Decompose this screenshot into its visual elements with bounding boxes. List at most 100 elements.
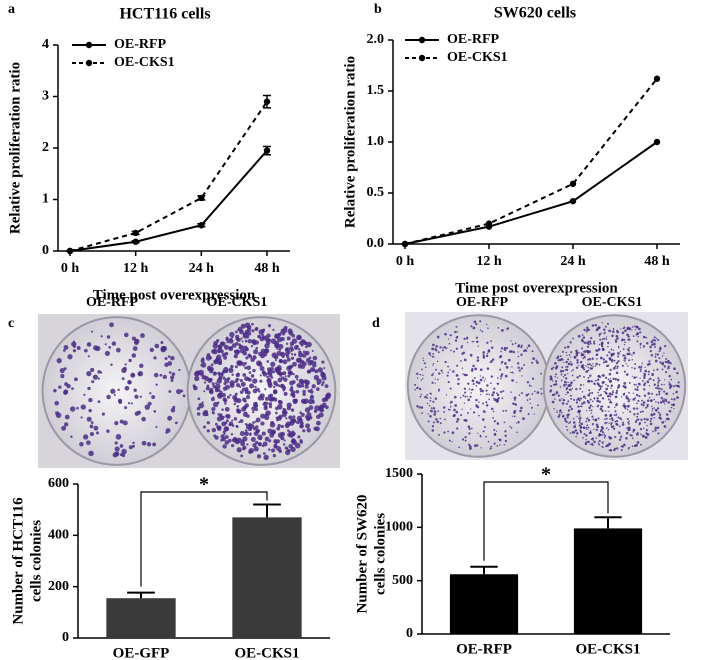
colony bbox=[282, 355, 285, 359]
colony bbox=[610, 355, 613, 358]
colony bbox=[270, 361, 276, 367]
colony bbox=[206, 353, 211, 358]
colony bbox=[612, 327, 615, 330]
colony bbox=[587, 393, 591, 397]
colony bbox=[659, 361, 662, 364]
colony bbox=[233, 417, 238, 421]
colony bbox=[500, 377, 502, 380]
colony bbox=[504, 430, 507, 433]
data-point bbox=[198, 194, 205, 202]
colony bbox=[422, 359, 425, 362]
colony bbox=[551, 400, 555, 404]
colony bbox=[416, 386, 419, 389]
colony bbox=[676, 371, 679, 375]
colony bbox=[276, 350, 282, 356]
colony bbox=[499, 390, 503, 394]
colony bbox=[647, 392, 651, 395]
colony bbox=[594, 379, 597, 382]
colony bbox=[581, 367, 584, 369]
colony bbox=[514, 342, 517, 345]
colony bbox=[575, 350, 578, 352]
colony bbox=[514, 403, 518, 406]
colony bbox=[668, 410, 670, 412]
colony bbox=[151, 395, 156, 400]
colony bbox=[553, 407, 555, 410]
colony bbox=[290, 353, 294, 356]
colony bbox=[617, 351, 620, 355]
colony bbox=[416, 372, 419, 376]
colony bbox=[589, 404, 592, 407]
colony bbox=[182, 394, 186, 398]
colony bbox=[601, 431, 605, 434]
colony bbox=[659, 401, 663, 404]
colony bbox=[288, 415, 293, 420]
colony bbox=[305, 357, 311, 363]
colony bbox=[557, 394, 561, 397]
colony bbox=[249, 383, 255, 389]
colony bbox=[599, 376, 602, 379]
colony bbox=[475, 398, 478, 402]
colony bbox=[592, 439, 594, 442]
colony bbox=[640, 403, 643, 406]
colony bbox=[231, 419, 234, 422]
y-tick-label: 1000 bbox=[385, 520, 413, 535]
colony bbox=[675, 390, 679, 394]
colony bbox=[136, 410, 142, 415]
colony bbox=[275, 416, 279, 420]
colony bbox=[432, 421, 435, 424]
colony bbox=[583, 376, 585, 378]
colony bbox=[606, 384, 609, 388]
colony bbox=[612, 349, 615, 351]
colony bbox=[236, 383, 241, 388]
colony bbox=[473, 376, 476, 379]
colony bbox=[655, 401, 657, 403]
colony bbox=[610, 348, 613, 351]
colony bbox=[614, 410, 617, 413]
colony bbox=[611, 330, 614, 333]
colony bbox=[431, 429, 435, 432]
colony bbox=[437, 351, 440, 354]
colony bbox=[438, 372, 441, 375]
colony bbox=[455, 336, 459, 339]
colony bbox=[622, 404, 625, 407]
significance-label: * bbox=[199, 474, 209, 496]
colony bbox=[613, 427, 616, 430]
y-tick-label: 500 bbox=[392, 573, 413, 588]
colony bbox=[128, 358, 132, 363]
colony bbox=[433, 356, 435, 358]
colony bbox=[324, 405, 329, 410]
colony bbox=[591, 400, 594, 403]
colony bbox=[277, 399, 282, 404]
colony bbox=[267, 448, 271, 451]
panel-label: c bbox=[8, 316, 14, 331]
colony bbox=[91, 380, 95, 384]
colony bbox=[639, 346, 642, 349]
colony bbox=[633, 367, 636, 370]
colony bbox=[104, 343, 107, 346]
colony bbox=[638, 365, 641, 369]
colony bbox=[485, 404, 489, 407]
colony bbox=[492, 410, 495, 413]
colony bbox=[464, 435, 467, 439]
colony bbox=[165, 428, 171, 433]
chart-title: HCT116 cells bbox=[119, 6, 210, 23]
colony bbox=[588, 389, 591, 392]
colony bbox=[594, 419, 597, 422]
colony bbox=[236, 372, 240, 376]
colony bbox=[426, 397, 429, 399]
colony bbox=[244, 391, 248, 395]
y-axis-label: Number of HCT116 bbox=[10, 497, 26, 625]
colony bbox=[571, 374, 574, 377]
colony bbox=[510, 391, 512, 393]
colony bbox=[516, 431, 518, 433]
colony bbox=[589, 443, 592, 446]
colony bbox=[247, 353, 251, 358]
colony bbox=[481, 418, 485, 421]
colony bbox=[290, 348, 295, 352]
colony bbox=[460, 360, 462, 362]
colony bbox=[324, 384, 329, 388]
colony bbox=[422, 357, 424, 359]
colony bbox=[429, 414, 432, 418]
colony bbox=[160, 346, 167, 353]
colony bbox=[563, 361, 565, 364]
